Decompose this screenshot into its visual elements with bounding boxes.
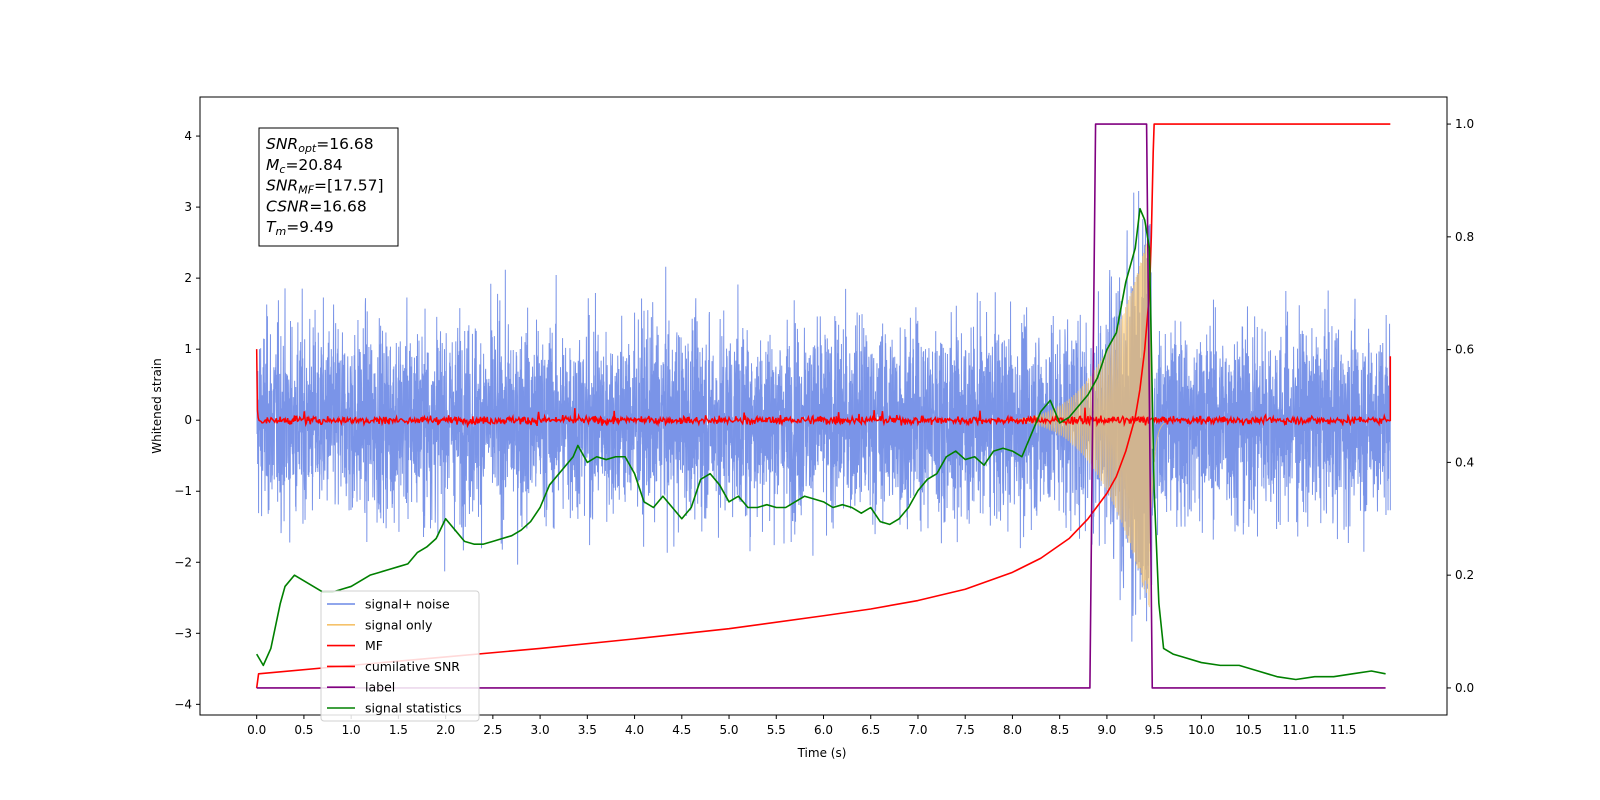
annotation-line: Tm=9.49 — [266, 218, 334, 238]
x-tick-label: 6.0 — [814, 723, 833, 737]
y-tick-label: 2 — [184, 271, 192, 285]
annotation-line: CSNR=16.68 — [266, 197, 367, 215]
series-mf — [255, 349, 1392, 429]
annotation-line: Mc=20.84 — [266, 156, 343, 176]
legend: signal+ noise signal only MF cumilative SNR… — [320, 590, 480, 722]
x-tick-label: 9.5 — [1145, 723, 1164, 737]
series-signal-noise — [256, 191, 1391, 642]
x-tick-label: 4.5 — [672, 723, 691, 737]
y-tick-label: 3 — [184, 200, 192, 214]
y2-tick-label: 0.8 — [1455, 230, 1474, 244]
x-tick-label: 10.0 — [1188, 723, 1215, 737]
y-tick-label: 1 — [184, 342, 192, 356]
stats-annotation-box: SNRopt=16.68Mc=20.84SNRMF=[17.57]CSNR=16… — [258, 127, 399, 247]
y-tick-label: −3 — [174, 626, 192, 640]
y2-tick-label: 1.0 — [1455, 117, 1474, 131]
legend-label: cumilative SNR — [365, 659, 460, 674]
x-tick-label: 1.0 — [342, 723, 361, 737]
legend-label: signal only — [365, 617, 433, 632]
x-tick-label: 9.0 — [1097, 723, 1116, 737]
x-tick-label: 3.0 — [531, 723, 550, 737]
series-signal-statistics — [255, 207, 1386, 681]
annotation-frame — [258, 127, 399, 247]
x-tick-label: 10.5 — [1235, 723, 1262, 737]
y2-tick-label: 0.4 — [1455, 455, 1474, 469]
x-tick-label: 11.5 — [1330, 723, 1357, 737]
x-tick-label: 4.0 — [625, 723, 644, 737]
series-label — [256, 123, 1386, 689]
x-tick-label: 11.0 — [1282, 723, 1309, 737]
y-tick-label: 4 — [184, 129, 192, 143]
legend-frame — [320, 590, 480, 722]
x-tick-label: 5.0 — [719, 723, 738, 737]
x-tick-label: 1.5 — [389, 723, 408, 737]
x-axis-title: Time (s) — [797, 746, 847, 760]
y-axis-left: 4 3 2 1 0 −1 −2 −3 −4 — [174, 129, 200, 711]
x-tick-label: 0.0 — [247, 723, 266, 737]
legend-label: label — [365, 680, 395, 695]
y-tick-label: −4 — [174, 697, 192, 711]
legend-label: MF — [365, 638, 383, 653]
y-tick-label: −2 — [174, 555, 192, 569]
x-tick-label: 8.0 — [1003, 723, 1022, 737]
y-axis-title: Whitened strain — [150, 358, 164, 454]
annotation-line: SNRMF=[17.57] — [266, 177, 384, 197]
annotation-line: SNRopt=16.68 — [266, 135, 374, 155]
x-axis: 0.0 0.5 1.0 1.5 2.0 2.5 3.0 3.5 4.0 4.5 5.0 5.5 6.0 6… — [247, 715, 1356, 737]
y2-tick-label: 0.6 — [1455, 343, 1474, 357]
x-tick-label: 7.0 — [908, 723, 927, 737]
x-tick-label: 3.5 — [578, 723, 597, 737]
y-tick-label: 0 — [184, 413, 192, 427]
x-tick-label: 2.0 — [436, 723, 455, 737]
x-tick-label: 7.5 — [956, 723, 975, 737]
x-tick-label: 8.5 — [1050, 723, 1069, 737]
legend-label: signal+ noise — [365, 597, 450, 612]
y2-tick-label: 0.2 — [1455, 568, 1474, 582]
x-tick-label: 0.5 — [294, 723, 313, 737]
y2-tick-label: 0.0 — [1455, 681, 1474, 695]
x-tick-label: 6.5 — [861, 723, 880, 737]
x-tick-label: 2.5 — [483, 723, 502, 737]
legend-label: signal statistics — [365, 701, 462, 716]
y-tick-label: −1 — [174, 484, 192, 498]
y-axis-right: 1.0 0.8 0.6 0.4 0.2 0.0 — [1447, 117, 1474, 695]
x-tick-label: 5.5 — [767, 723, 786, 737]
series-layer — [255, 123, 1392, 689]
